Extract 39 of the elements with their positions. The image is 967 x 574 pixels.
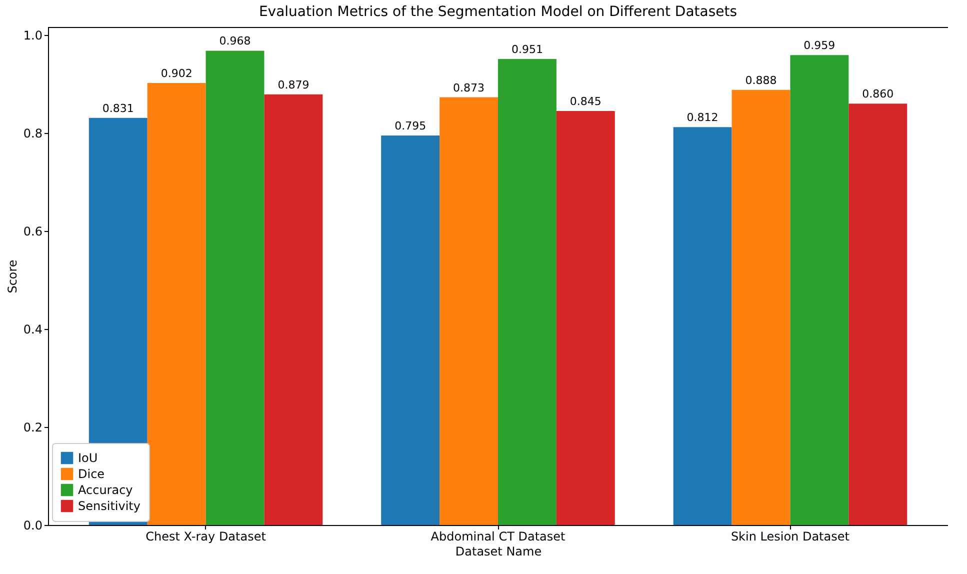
bar xyxy=(673,127,732,525)
y-axis-title: Score xyxy=(5,260,20,294)
data-label: 0.795 xyxy=(394,119,426,132)
bar xyxy=(206,50,264,525)
data-label: 0.959 xyxy=(804,39,836,52)
legend-label: IoU xyxy=(78,451,98,465)
bar xyxy=(556,110,615,525)
x-axis-title: Dataset Name xyxy=(455,544,542,558)
bar xyxy=(440,97,498,525)
data-label: 0.845 xyxy=(570,94,602,108)
bar xyxy=(732,90,790,525)
data-label: 0.968 xyxy=(219,34,251,48)
bar xyxy=(790,55,849,525)
bar xyxy=(147,83,206,525)
x-tick-label: Skin Lesion Dataset xyxy=(730,530,850,544)
data-label: 0.951 xyxy=(511,43,543,56)
bar xyxy=(498,59,556,525)
y-tick-label: 0.6 xyxy=(23,224,42,239)
bar xyxy=(381,135,440,525)
data-label: 0.888 xyxy=(745,74,777,87)
y-tick-label: 0.8 xyxy=(23,126,42,141)
legend-label: Sensitivity xyxy=(78,499,140,513)
chart-title: Evaluation Metrics of the Segmentation Model on Different Datasets xyxy=(258,4,738,20)
legend-label: Dice xyxy=(78,467,105,481)
y-tick-label: 0.2 xyxy=(23,420,42,435)
data-label: 0.879 xyxy=(278,78,310,92)
data-label: 0.902 xyxy=(160,67,192,80)
data-label: 0.873 xyxy=(453,81,485,94)
data-label: 0.860 xyxy=(862,88,894,101)
legend-label: Accuracy xyxy=(78,483,133,497)
x-tick-label: Chest X-ray Dataset xyxy=(146,530,266,544)
bar xyxy=(848,104,908,525)
bar xyxy=(264,94,323,525)
data-label: 0.812 xyxy=(686,111,718,124)
x-tick-label: Abdominal CT Dataset xyxy=(430,530,566,544)
y-tick-label: 1.0 xyxy=(23,28,42,43)
data-label: 0.831 xyxy=(102,102,134,115)
y-tick-label: 0.4 xyxy=(23,322,42,337)
y-tick-label: 0.0 xyxy=(23,518,42,532)
